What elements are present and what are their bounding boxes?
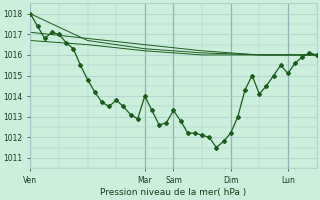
X-axis label: Pression niveau de la mer( hPa ): Pression niveau de la mer( hPa ) [100,188,247,197]
